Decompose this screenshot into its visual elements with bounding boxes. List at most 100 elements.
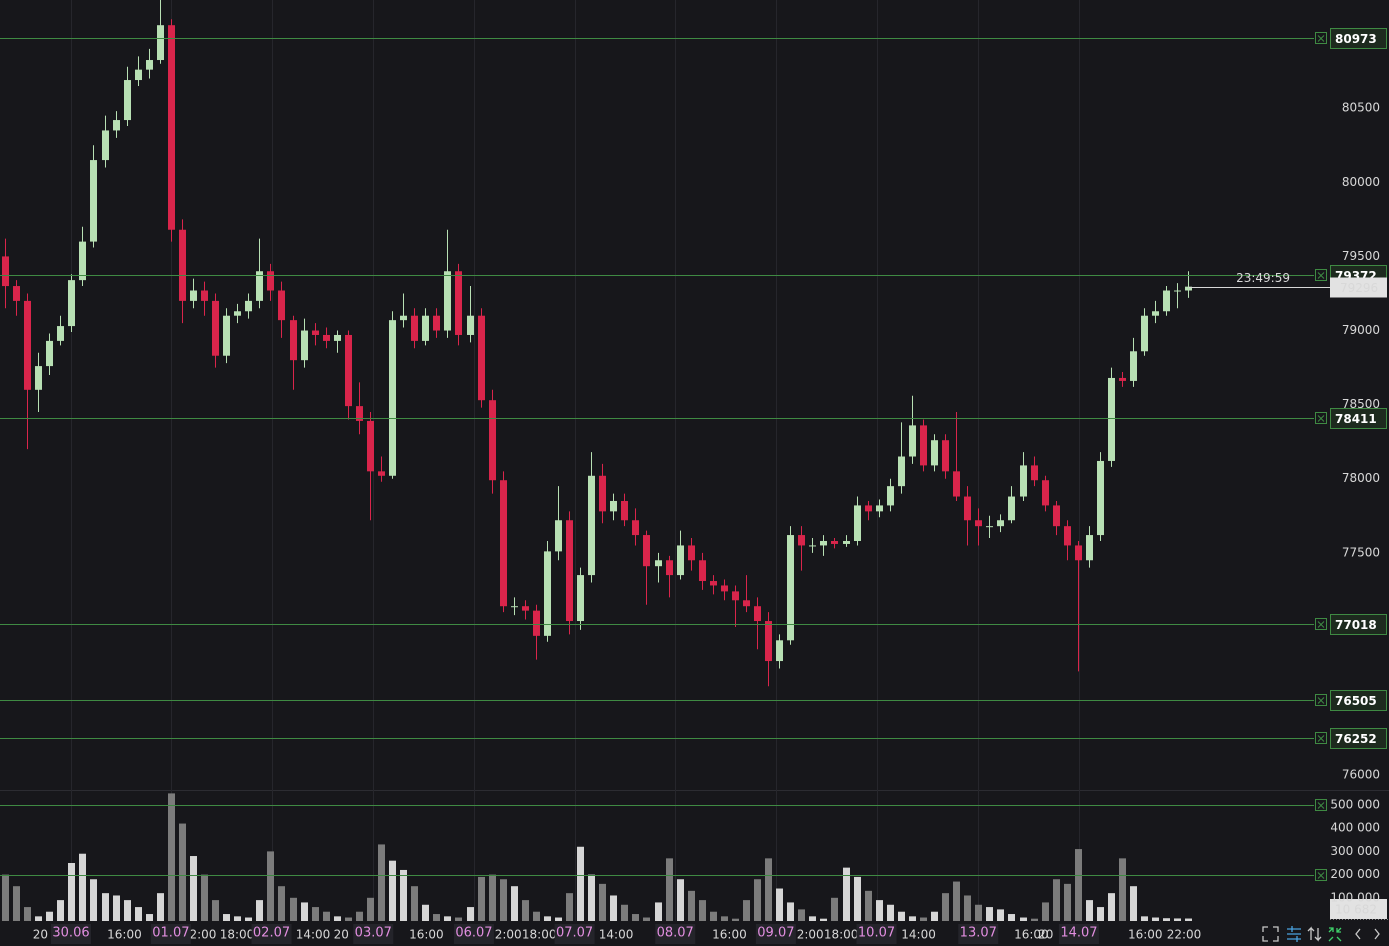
- date-label-box: [958, 924, 999, 944]
- candle-body: [223, 315, 230, 356]
- volume-bar: [478, 876, 485, 921]
- volume-bar: [566, 893, 573, 921]
- volume-bar: [1020, 917, 1027, 921]
- current-volume-label: 10 682: [1335, 903, 1377, 917]
- volume-bar: [389, 860, 396, 921]
- candle-body: [157, 25, 164, 61]
- icon-cross: [1317, 697, 1325, 704]
- candle-body: [533, 610, 540, 636]
- x-tick-label: 16:00: [1128, 928, 1163, 942]
- level-label-box: [1330, 408, 1387, 429]
- volume-tick-label: 100 000: [1330, 890, 1380, 904]
- volume-bar: [754, 879, 761, 921]
- remove-level-icon[interactable]: [1315, 618, 1327, 630]
- remove-level-icon[interactable]: [1315, 32, 1327, 44]
- volume-bar: [245, 917, 252, 921]
- remove-level-icon[interactable]: [1315, 869, 1327, 881]
- volume-bar: [113, 895, 120, 921]
- volume-bar: [555, 917, 562, 921]
- fullscreen-icon[interactable]: [1262, 926, 1279, 942]
- candle-body: [831, 540, 838, 544]
- settings-icon[interactable]: [1287, 926, 1301, 942]
- volume-pane: [2, 793, 1192, 921]
- candle-body: [1185, 286, 1192, 291]
- volume-tick-label: 400 000: [1330, 821, 1380, 835]
- level-label: 76252: [1335, 732, 1377, 746]
- sort-icon[interactable]: [1307, 926, 1322, 942]
- candle-body: [920, 425, 927, 466]
- volume-tick-label: 300 000: [1330, 844, 1380, 858]
- volume-bar: [1130, 886, 1137, 921]
- icon-box: [1315, 412, 1327, 424]
- level-label-box: [1330, 614, 1387, 635]
- date-label-box: [856, 924, 897, 944]
- x-tick-label: 2:00: [189, 928, 216, 942]
- volume-bar: [1064, 883, 1071, 921]
- remove-level-icon[interactable]: [1315, 269, 1327, 281]
- candle-body: [455, 271, 462, 335]
- volume-bar: [467, 907, 474, 921]
- toolbar: [1262, 926, 1380, 942]
- candle-body: [721, 585, 728, 592]
- remove-level-icon[interactable]: [1315, 694, 1327, 706]
- volume-bar: [135, 907, 142, 921]
- volume-bar: [24, 907, 31, 921]
- candle-body: [555, 520, 562, 552]
- candle-body: [135, 69, 142, 81]
- remove-level-icon[interactable]: [1315, 732, 1327, 744]
- volume-bar: [223, 914, 230, 921]
- date-label: 14.07: [1060, 926, 1097, 941]
- candle-body: [997, 520, 1004, 527]
- volume-bar: [964, 895, 971, 921]
- x-tick-label: 20: [33, 928, 48, 942]
- volume-bar: [931, 911, 938, 921]
- candle-body: [500, 480, 507, 607]
- volume-bar: [1031, 918, 1038, 921]
- volume-tick-label: 500 000: [1330, 797, 1380, 811]
- candle-body: [90, 160, 97, 242]
- x-tick-label: 2:00: [797, 928, 824, 942]
- x-tick-label: 14:00: [901, 928, 936, 942]
- candle-body: [986, 526, 993, 528]
- y-tick-label: 79000: [1342, 323, 1380, 337]
- remove-level-icon[interactable]: [1315, 412, 1327, 424]
- volume-bar: [35, 916, 42, 921]
- remove-level-icon[interactable]: [1315, 799, 1327, 811]
- icon-box: [1315, 269, 1327, 281]
- volume-bar: [146, 914, 153, 921]
- level-label: 77018: [1335, 618, 1377, 632]
- date-label-box: [554, 924, 595, 944]
- volume-bar: [13, 886, 20, 921]
- icon-box: [1315, 618, 1327, 630]
- icon-cross: [1317, 872, 1325, 879]
- candle-body: [843, 540, 850, 544]
- volume-bar: [920, 917, 927, 921]
- prev-icon[interactable]: [1355, 928, 1361, 940]
- x-tick-label: 16:00: [409, 928, 444, 942]
- volume-bar: [102, 893, 109, 921]
- volume-bar: [677, 879, 684, 921]
- candle-body: [234, 311, 241, 316]
- volume-bar: [400, 869, 407, 921]
- candle-body: [57, 326, 64, 341]
- volume-bar: [632, 914, 639, 921]
- candle-body: [1108, 377, 1115, 461]
- volume-bar: [411, 886, 418, 921]
- candle-body: [677, 545, 684, 576]
- expand-icon[interactable]: [1328, 927, 1342, 942]
- y-tick-label: 80000: [1342, 175, 1380, 189]
- candle-body: [79, 241, 86, 281]
- volume-bar: [1141, 916, 1148, 921]
- volume-bar: [433, 914, 440, 921]
- next-icon[interactable]: [1374, 928, 1380, 940]
- volume-bar: [1152, 917, 1159, 921]
- icon-cross: [1317, 802, 1325, 809]
- level-label-box: [1330, 690, 1387, 711]
- level-label: 80973: [1335, 32, 1377, 46]
- volume-bar: [179, 823, 186, 921]
- candle-body: [323, 334, 330, 341]
- candle-body: [1130, 351, 1137, 381]
- volume-bar: [522, 900, 529, 921]
- volume-bar: [267, 851, 274, 921]
- candle-body: [865, 505, 872, 512]
